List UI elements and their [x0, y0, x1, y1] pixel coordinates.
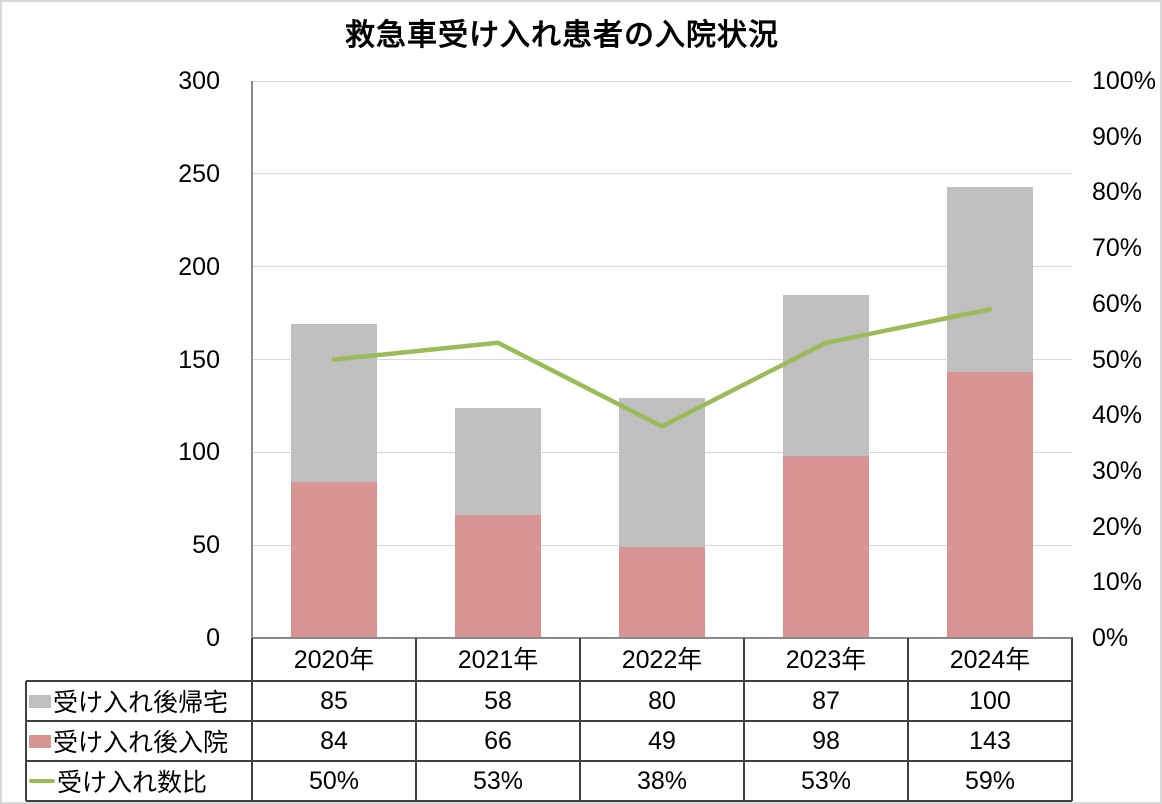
legend-cell: 受け入れ数比 [27, 762, 251, 800]
table-border [251, 638, 253, 801]
table-value-cell: 85 [320, 687, 348, 715]
legend-label: 受け入れ数比 [57, 769, 208, 797]
legend-key-pink-bar [29, 734, 51, 748]
bar-segment-admitted [455, 515, 541, 638]
chart-title: 救急車受け入れ患者の入院状況 [345, 19, 779, 52]
table-header-year: 2023年 [785, 646, 867, 674]
gridline [252, 266, 1072, 268]
table-border [26, 720, 1072, 722]
right-axis-tick-label: 70% [1092, 234, 1143, 263]
table-value-cell: 80 [648, 687, 676, 715]
left-axis-line [251, 81, 253, 638]
table-border [26, 800, 1072, 802]
left-axis-tick-label: 200 [178, 252, 220, 281]
table-header-year: 2021年 [457, 646, 539, 674]
table-border [907, 638, 909, 801]
right-axis-tick-label: 20% [1092, 512, 1143, 541]
table-value-cell: 53% [472, 767, 524, 795]
left-axis-tick-label: 0 [206, 624, 220, 652]
right-axis-tick-label: 90% [1092, 122, 1143, 151]
bar-segment-admitted [783, 456, 869, 638]
right-axis-tick-label: 80% [1092, 178, 1143, 207]
table-header-year: 2022年 [621, 646, 703, 674]
table-value-cell: 50% [308, 767, 360, 795]
right-axis-tick-label: 40% [1092, 401, 1143, 430]
left-axis-tick-label: 100 [178, 438, 220, 467]
table-border [25, 681, 27, 801]
table-border [579, 638, 581, 801]
category-axis-line [251, 637, 1073, 639]
table-header-year: 2020年 [293, 646, 375, 674]
legend-label: 受け入れ後入院 [53, 729, 229, 757]
table-value-cell: 53% [800, 767, 852, 795]
table-border [1071, 638, 1073, 801]
table-value-cell: 49 [648, 727, 676, 755]
legend-label: 受け入れ後帰宅 [53, 689, 229, 717]
table-value-cell: 66 [484, 727, 512, 755]
legend-cell: 受け入れ後入院 [27, 722, 251, 760]
table-value-cell: 87 [812, 687, 840, 715]
table-border [26, 680, 1072, 682]
bar-segment-admitted [947, 372, 1033, 638]
right-axis-tick-label: 30% [1092, 456, 1143, 485]
left-axis-tick-label: 150 [178, 345, 220, 374]
bar-segment-returned-home [619, 398, 705, 548]
table-value-cell: 59% [964, 767, 1016, 795]
table-value-cell: 143 [969, 727, 1011, 755]
right-axis-tick-label: 60% [1092, 289, 1143, 318]
legend-key-gray-bar [29, 694, 51, 708]
ratio-line-svg [331, 307, 993, 429]
ratio-line [331, 307, 993, 429]
table-value-cell: 84 [320, 727, 348, 755]
table-value-cell: 38% [636, 767, 688, 795]
legend-key-green-line [29, 778, 55, 784]
right-axis-tick-label: 10% [1092, 568, 1143, 597]
right-axis-tick-label: 100% [1092, 67, 1156, 95]
bar-segment-returned-home [455, 407, 541, 516]
table-value-cell: 98 [812, 727, 840, 755]
gridline [252, 359, 1072, 360]
table-value-cell: 58 [484, 687, 512, 715]
bar-segment-admitted [291, 482, 377, 638]
gridline [252, 80, 1072, 82]
left-axis-tick-label: 50 [192, 531, 220, 560]
legend-cell: 受け入れ後帰宅 [27, 682, 251, 720]
bar-segment-returned-home [783, 294, 869, 457]
table-border [415, 638, 417, 801]
left-axis-tick-label: 300 [178, 67, 220, 95]
bar-segment-returned-home [291, 324, 377, 483]
table-header-year: 2024年 [949, 646, 1031, 674]
bar-segment-returned-home [947, 186, 1033, 373]
right-axis-tick-label: 50% [1092, 345, 1143, 374]
gridline [252, 173, 1072, 175]
table-value-cell: 100 [969, 687, 1011, 715]
table-border [743, 638, 745, 801]
table-border [26, 760, 1072, 762]
right-axis-tick-label: 0% [1092, 624, 1129, 652]
left-axis-tick-label: 250 [178, 159, 220, 188]
bar-segment-admitted [619, 547, 705, 638]
